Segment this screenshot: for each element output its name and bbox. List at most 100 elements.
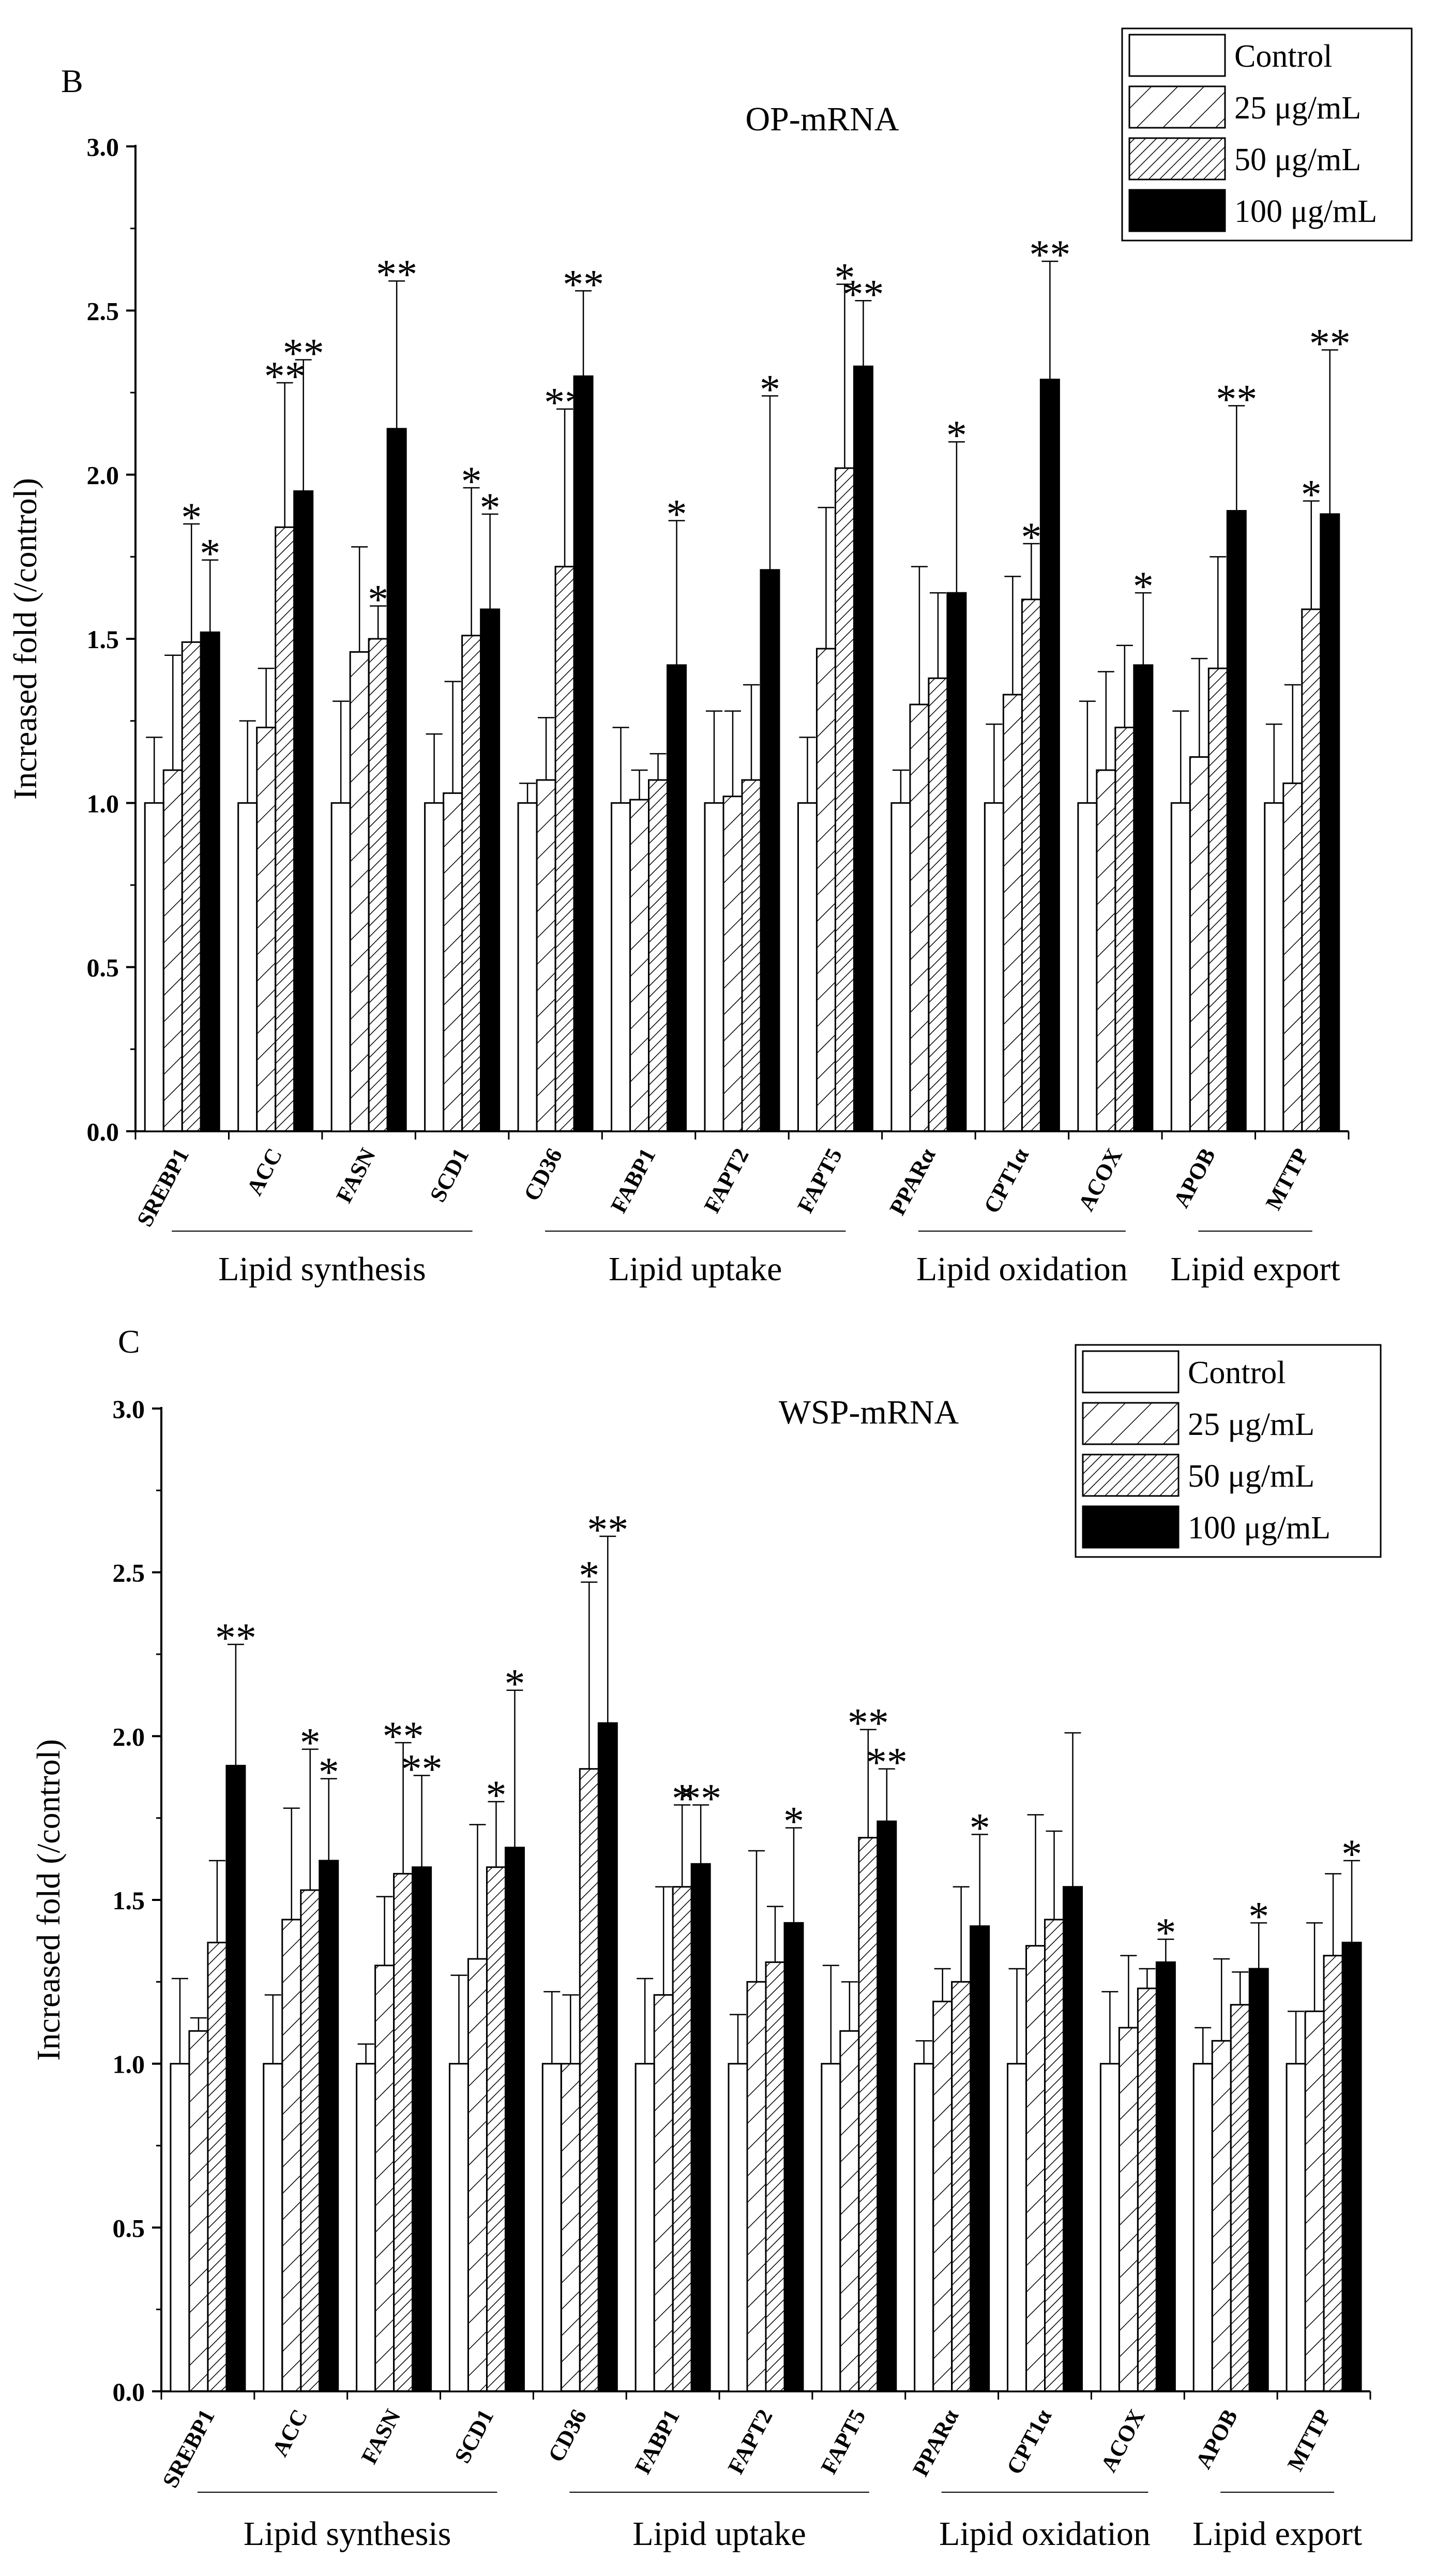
x-tick-label: PPARα [908, 2405, 964, 2480]
bar [517, 802, 538, 1132]
bar [1301, 608, 1322, 1132]
significance-mark: ** [848, 1701, 889, 1746]
legend-entry: 50 μg/mL [1234, 142, 1361, 177]
bar [480, 608, 501, 1132]
significance-mark: * [461, 459, 482, 504]
bar [467, 1958, 488, 2392]
panel-label: C [118, 1323, 140, 1360]
x-tick-label: FASN [356, 2405, 406, 2468]
bar [672, 1886, 692, 2392]
bar [1248, 1968, 1269, 2392]
legend-swatch [1082, 1350, 1180, 1394]
significance-mark: ** [383, 1714, 424, 1759]
x-tick-label: FABP1 [630, 2405, 685, 2478]
bar [1002, 694, 1023, 1132]
significance-mark: ** [1029, 232, 1070, 278]
x-tick-label: SCD1 [449, 2405, 498, 2467]
y-tick-label: 2.0 [87, 461, 119, 490]
bar [486, 1866, 506, 2392]
bar [984, 802, 1004, 1132]
x-tick-label: APOB [1168, 1144, 1220, 1212]
bar [1155, 1961, 1176, 2392]
bar [554, 565, 575, 1132]
bar [1025, 1945, 1046, 2392]
x-tick-label: SREBP1 [158, 2405, 220, 2492]
bar [300, 1889, 321, 2392]
bar [690, 1863, 711, 2392]
group-label: Lipid oxidation [939, 2515, 1151, 2553]
significance-mark: * [579, 1553, 599, 1599]
bar [386, 428, 407, 1132]
group-label: Lipid uptake [609, 1250, 782, 1288]
significance-mark: * [300, 1720, 321, 1766]
bar [536, 779, 556, 1132]
bar [1264, 802, 1284, 1132]
x-tick-label: SREBP1 [132, 1144, 194, 1231]
x-tick-label: CD36 [519, 1144, 567, 1205]
x-tick-label: APOB [1190, 2405, 1243, 2473]
chart-title: WSP-mRNA [779, 1394, 959, 1431]
bar [653, 1994, 674, 2392]
bar [741, 779, 762, 1132]
significance-mark: * [200, 531, 220, 577]
bar [579, 1768, 599, 2392]
legend-swatch [1128, 85, 1226, 129]
bar [704, 802, 724, 1132]
bar [1099, 2063, 1120, 2392]
y-axis-label: Increased fold (/control) [30, 1739, 67, 2061]
bar [722, 796, 743, 1132]
significance-mark: ** [563, 262, 604, 307]
bar [1063, 1886, 1083, 2392]
bar [611, 802, 631, 1132]
x-tick-label: CPT1α [1002, 2405, 1057, 2478]
significance-mark: * [970, 1805, 990, 1851]
significance-mark: * [1248, 1894, 1269, 1939]
bar [256, 726, 277, 1132]
bar [573, 375, 594, 1132]
bar [1304, 2010, 1325, 2392]
bar [275, 526, 295, 1132]
bar [797, 802, 818, 1132]
legend-entry: 100 μg/mL [1234, 194, 1377, 229]
legend-entry: 25 μg/mL [1188, 1407, 1314, 1442]
legend-entry: 50 μg/mL [1188, 1459, 1314, 1494]
significance-mark: * [667, 492, 687, 537]
legend-entry: Control [1188, 1355, 1286, 1390]
bar [1341, 1941, 1362, 2392]
x-tick-label: MTTP [1282, 2405, 1336, 2475]
bar [834, 467, 855, 1132]
significance-mark: * [834, 256, 855, 301]
bar [951, 1981, 972, 2392]
bar [424, 802, 445, 1132]
x-tick-label: CD36 [543, 2405, 592, 2466]
bar [909, 703, 930, 1132]
bar [181, 641, 202, 1132]
bar [368, 638, 388, 1132]
x-tick-label: ACOX [1074, 1144, 1127, 1216]
bar [667, 664, 687, 1132]
significance-mark: ** [1216, 377, 1257, 422]
bar [914, 2063, 934, 2392]
y-tick-label: 0.0 [87, 1117, 119, 1146]
bar [876, 1820, 897, 2392]
significance-mark: ** [264, 354, 306, 399]
bar [839, 2030, 860, 2392]
bar [728, 2063, 748, 2392]
chart-panel-b: B OP-mRNA 0.0 0.5 1.0 1.5 2.0 2.5 3.0 Increased f… [7, 27, 1413, 1288]
bar [412, 1866, 432, 2392]
significance-mark: ** [587, 1507, 628, 1553]
group-label: Lipid export [1170, 1250, 1340, 1288]
y-tick-label: 2.5 [113, 1559, 145, 1587]
significance-mark: ** [866, 1740, 908, 1786]
significance-mark: ** [842, 272, 884, 317]
bar [1207, 667, 1228, 1132]
bar [821, 2063, 841, 2392]
bar [1230, 2004, 1250, 2392]
y-axis-label: Increased fold (/control) [7, 478, 43, 800]
significance-mark: * [1133, 564, 1154, 609]
bar [858, 1837, 879, 2392]
y-tick-label: 1.0 [113, 2050, 145, 2079]
bar [1007, 2063, 1027, 2392]
group-label: Lipid export [1192, 2515, 1362, 2553]
significance-mark: * [672, 1776, 692, 1821]
